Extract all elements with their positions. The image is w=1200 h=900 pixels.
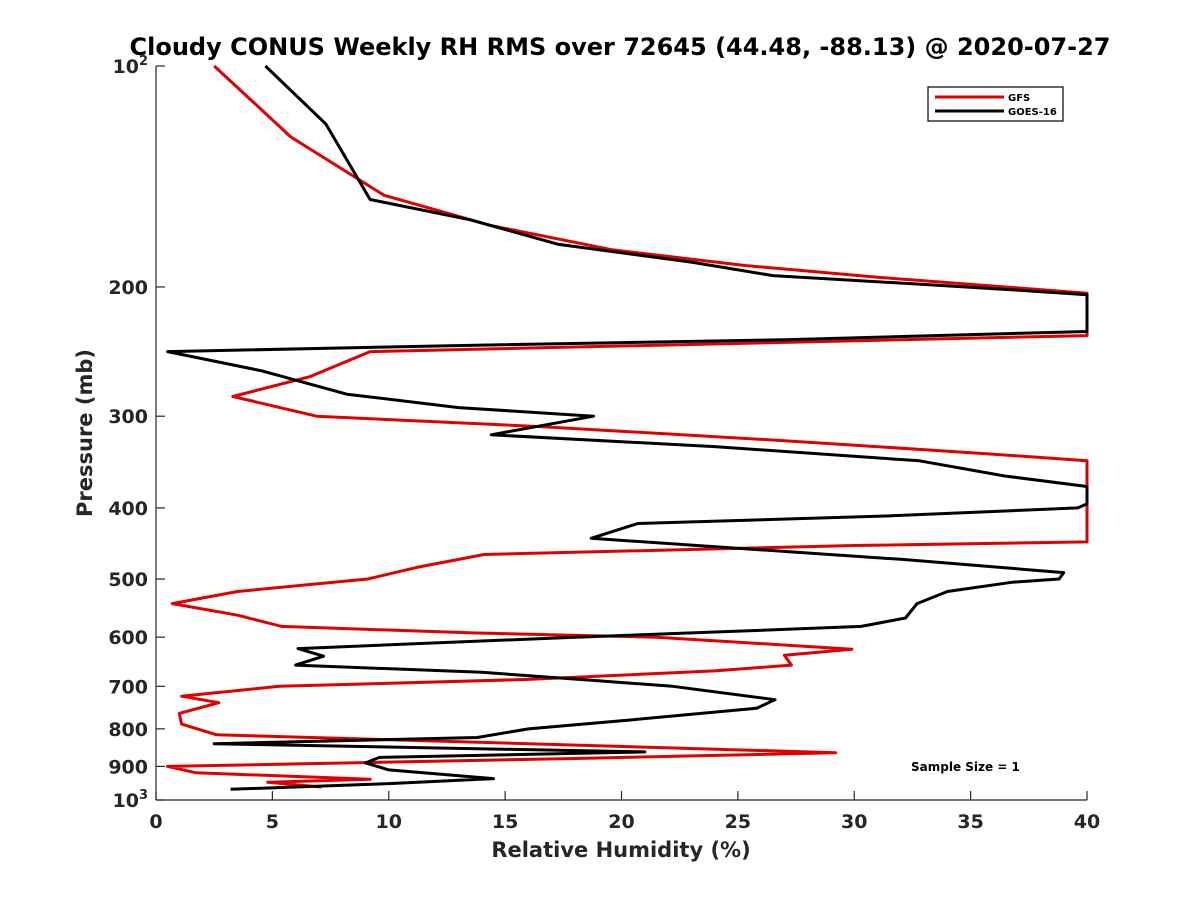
x-tick-label: 25 xyxy=(725,811,751,833)
axes xyxy=(155,66,1087,801)
y-tick-label: 102 xyxy=(113,54,149,78)
legend-box xyxy=(927,86,1064,122)
x-tick-label: 35 xyxy=(957,811,983,833)
x-tick-label: 5 xyxy=(266,811,279,833)
y-axis-label: Pressure (mb) xyxy=(73,349,97,517)
y-tick-label: 400 xyxy=(108,498,148,520)
y-tick-label: 600 xyxy=(108,627,148,649)
y-tick-label: 300 xyxy=(108,406,148,428)
legend: GFS GOES-16 xyxy=(927,86,1064,122)
y-ticks: 102 200 300 400 500 600 700 800 900 103 xyxy=(108,54,165,812)
y-tick-label: 700 xyxy=(108,676,148,698)
x-tick-label: 40 xyxy=(1074,811,1100,833)
x-tick-label: 20 xyxy=(608,811,634,833)
y-tick-label: 800 xyxy=(108,719,148,741)
series-layer xyxy=(166,64,1089,791)
legend-label-gfs: GFS xyxy=(1008,93,1030,104)
y-tick-label: 900 xyxy=(108,756,148,778)
y-tick-label: 200 xyxy=(108,277,148,299)
x-tick-label: 10 xyxy=(376,811,402,833)
legend-label-goes-16: GOES-16 xyxy=(1008,107,1057,118)
y-tick-label: 103 xyxy=(113,788,149,812)
series-line-gfs xyxy=(166,64,1089,789)
chart-title: Cloudy CONUS Weekly RH RMS over 72645 (4… xyxy=(130,33,1111,61)
x-ticks: 0 5 10 15 20 25 30 35 40 xyxy=(149,791,1100,833)
x-axis-label: Relative Humidity (%) xyxy=(491,838,750,862)
x-tick-label: 15 xyxy=(492,811,518,833)
x-tick-label: 0 xyxy=(149,811,162,833)
sample-size-annotation: Sample Size = 1 xyxy=(911,760,1020,774)
x-tick-label: 30 xyxy=(841,811,867,833)
series-line-goes-16 xyxy=(166,64,1089,791)
y-tick-label: 500 xyxy=(108,569,148,591)
